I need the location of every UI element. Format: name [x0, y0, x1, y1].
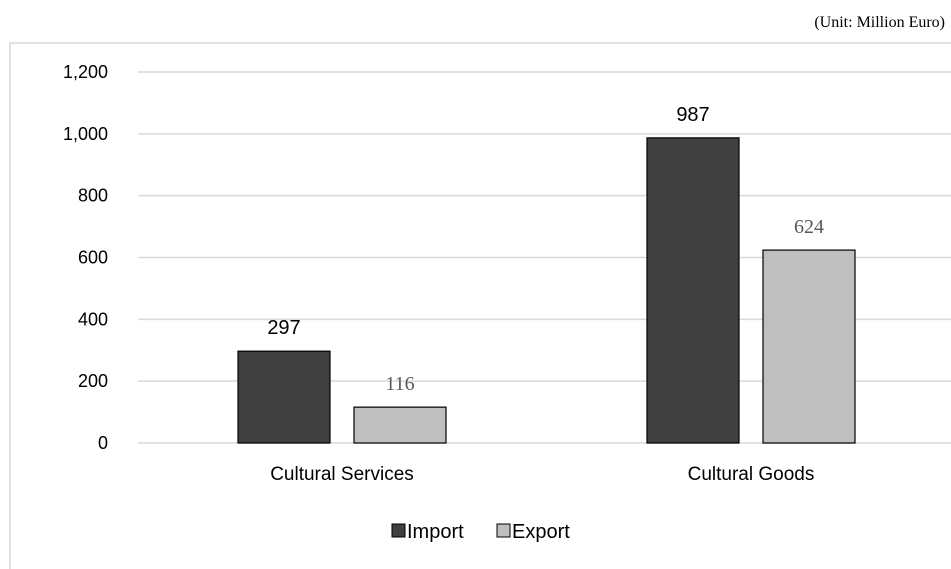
bar-import	[237, 350, 331, 444]
legend-swatch-import	[391, 523, 406, 538]
y-tick-label: 400	[78, 309, 108, 329]
bar-import	[646, 137, 740, 444]
y-axis-ticks: 0 200 400 600 800 1,000 1,200	[63, 62, 108, 453]
legend-label-export: Export	[512, 521, 570, 543]
legend-swatch-export	[496, 523, 511, 538]
data-label-import: 297	[267, 317, 300, 339]
y-tick-label: 1,000	[63, 124, 108, 144]
legend-label-import: Import	[407, 521, 464, 543]
data-labels: 297 116 987 624	[267, 104, 824, 395]
x-category-label: Cultural Goods	[688, 464, 815, 485]
chart-frame	[9, 42, 951, 569]
y-tick-label: 0	[98, 433, 108, 453]
bar-export	[353, 406, 447, 444]
data-label-export: 116	[385, 373, 414, 395]
bar-export	[762, 249, 856, 444]
y-tick-label: 600	[78, 248, 108, 268]
y-tick-label: 200	[78, 371, 108, 391]
x-axis-categories: Cultural Services Cultural Goods	[270, 464, 814, 485]
bars	[237, 137, 856, 444]
data-label-export: 624	[794, 216, 824, 238]
data-label-import: 987	[676, 104, 709, 126]
unit-label: (Unit: Million Euro)	[814, 14, 945, 31]
x-category-label: Cultural Services	[270, 464, 414, 485]
legend: Import Export	[391, 521, 570, 543]
y-tick-label: 1,200	[63, 62, 108, 82]
y-tick-label: 800	[78, 186, 108, 206]
